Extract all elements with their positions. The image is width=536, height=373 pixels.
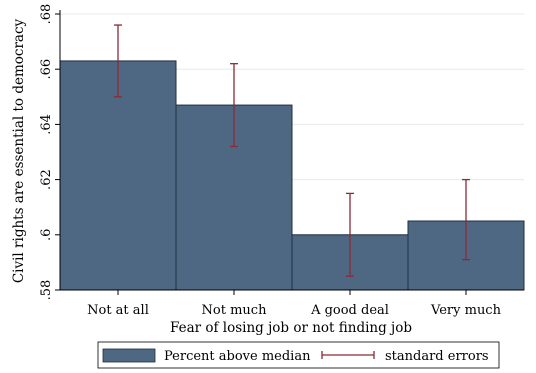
error-bar xyxy=(346,192,354,277)
x-axis-label: Fear of losing job or not finding job xyxy=(170,320,412,336)
y-tick-label: .66 xyxy=(39,59,54,80)
legend-swatch-bar xyxy=(102,348,156,363)
y-tick-label: .62 xyxy=(39,169,54,190)
error-bar xyxy=(230,63,238,148)
error-bar xyxy=(462,178,470,261)
x-tick-label: A good deal xyxy=(310,303,389,318)
y-ticks: .58 .6 .62 .64 .66 .68 xyxy=(39,4,60,301)
axes xyxy=(59,10,524,291)
y-axis-label: Civil rights are essential to democracy xyxy=(11,18,27,283)
y-tick-label: .58 xyxy=(39,280,54,301)
error-bar xyxy=(114,24,122,98)
y-tick-label: .64 xyxy=(39,114,54,135)
legend-label-bar: Percent above median xyxy=(164,349,311,364)
x-tick-label: Not much xyxy=(202,303,268,318)
legend-box xyxy=(97,341,500,369)
legend: Percent above median standard errors xyxy=(97,341,500,369)
y-tick-label: .6 xyxy=(39,229,54,241)
legend-label-error: standard errors xyxy=(385,349,489,364)
x-tick-label: Not at all xyxy=(87,303,149,318)
error-bars xyxy=(114,24,470,277)
x-tick-label: Very much xyxy=(430,303,502,318)
legend-swatch-error xyxy=(321,351,375,359)
y-tick-label: .68 xyxy=(39,4,54,25)
bars xyxy=(59,60,525,291)
x-ticks: Not at all Not much A good deal Very much xyxy=(87,290,502,318)
